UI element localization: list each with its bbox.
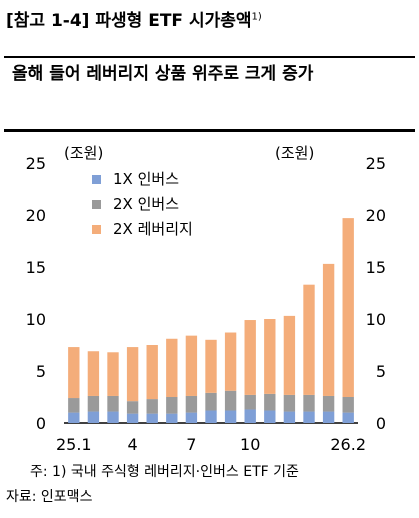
footnote: 주: 1) 국내 주식형 레버리지·인버스 ETF 기준 — [30, 464, 299, 480]
bar-segment — [303, 284, 315, 395]
source-note: 자료: 인포맥스 — [6, 489, 93, 505]
title-divider — [4, 56, 415, 58]
bar-segment — [166, 397, 178, 414]
y-tick-label-left: 10 — [26, 310, 46, 329]
title-footnote-mark: 1) — [251, 11, 262, 23]
bar-segment — [166, 338, 178, 397]
bar-segment — [107, 352, 119, 396]
bar-segment — [224, 390, 237, 411]
bar-segment — [283, 411, 296, 423]
bar-segment — [244, 409, 256, 423]
bar-segment — [126, 401, 139, 414]
bar-segment — [87, 395, 100, 412]
bar-segment — [303, 394, 315, 412]
legend-swatch — [92, 175, 101, 184]
bar-segment — [185, 335, 198, 396]
bar-segment — [244, 320, 256, 395]
bar-segment — [166, 413, 178, 423]
bar-segment — [146, 399, 158, 414]
y-tick-label-left: 5 — [36, 362, 46, 381]
bar-segment — [264, 410, 276, 423]
legend-swatch — [92, 225, 101, 234]
bar-segment — [283, 315, 296, 395]
y-tick-label-right: 20 — [366, 206, 386, 225]
y-tick-label-right: 5 — [376, 362, 386, 381]
bar-segment — [303, 411, 315, 423]
bar-segment — [322, 263, 335, 396]
bar-segment — [322, 411, 335, 423]
chart-subtitle: 올해 들어 레버리지 상품 위주로 크게 증가 — [12, 64, 314, 84]
y-tick-label-left: 15 — [26, 258, 46, 277]
bar-segment — [146, 413, 158, 423]
y-tick-label-right: 0 — [376, 414, 386, 433]
bar-segment — [107, 411, 119, 423]
bar-segment — [87, 411, 100, 423]
legend-swatch — [92, 200, 101, 209]
bar-segment — [244, 394, 256, 410]
bar-segment — [87, 351, 100, 396]
x-tick-label: 26.2 — [330, 435, 366, 454]
bar-segment — [185, 395, 198, 413]
bar-segment — [126, 413, 139, 423]
bar-segment — [126, 347, 139, 402]
bar-segment — [205, 339, 217, 393]
bar-segment — [264, 319, 276, 394]
y-tick-label-right: 15 — [366, 258, 386, 277]
bar-segment — [146, 345, 158, 400]
bar-segment — [264, 393, 276, 411]
bar-segment — [205, 410, 217, 423]
y-tick-label-left: 20 — [26, 206, 46, 225]
bar-segment — [68, 398, 80, 413]
y-tick-label-left: 0 — [36, 414, 46, 433]
bar-segment — [68, 412, 80, 423]
bar-segment — [68, 347, 80, 399]
legend-label: 1X 인버스 — [113, 170, 179, 188]
bar-segment — [224, 410, 237, 423]
y-tick-label-left: 25 — [26, 154, 46, 173]
bar-segment — [205, 392, 217, 411]
legend-label: 2X 인버스 — [113, 195, 179, 213]
bar-segment — [224, 332, 237, 391]
bar-segment — [342, 412, 354, 423]
y-axis-unit-right: (조원) — [275, 144, 314, 162]
bar-segment — [342, 397, 354, 413]
x-tick-label: 7 — [186, 435, 196, 454]
bar-segment — [107, 395, 119, 412]
x-tick-label: 4 — [128, 435, 138, 454]
chart-title: [참고 1-4] 파생형 ETF 시가총액1) — [6, 11, 262, 31]
bar-segment — [185, 412, 198, 423]
y-tick-label-right: 25 — [366, 154, 386, 173]
y-tick-label-right: 10 — [366, 310, 386, 329]
x-tick-label: 10 — [240, 435, 260, 454]
bar-segment — [283, 394, 296, 412]
y-axis-unit-left: (조원) — [64, 144, 103, 162]
bar-segment — [322, 395, 335, 412]
legend-label: 2X 레버리지 — [113, 220, 193, 238]
bar-segment — [342, 218, 354, 397]
subtitle-divider — [4, 129, 415, 132]
x-tick-label: 25.1 — [56, 435, 92, 454]
